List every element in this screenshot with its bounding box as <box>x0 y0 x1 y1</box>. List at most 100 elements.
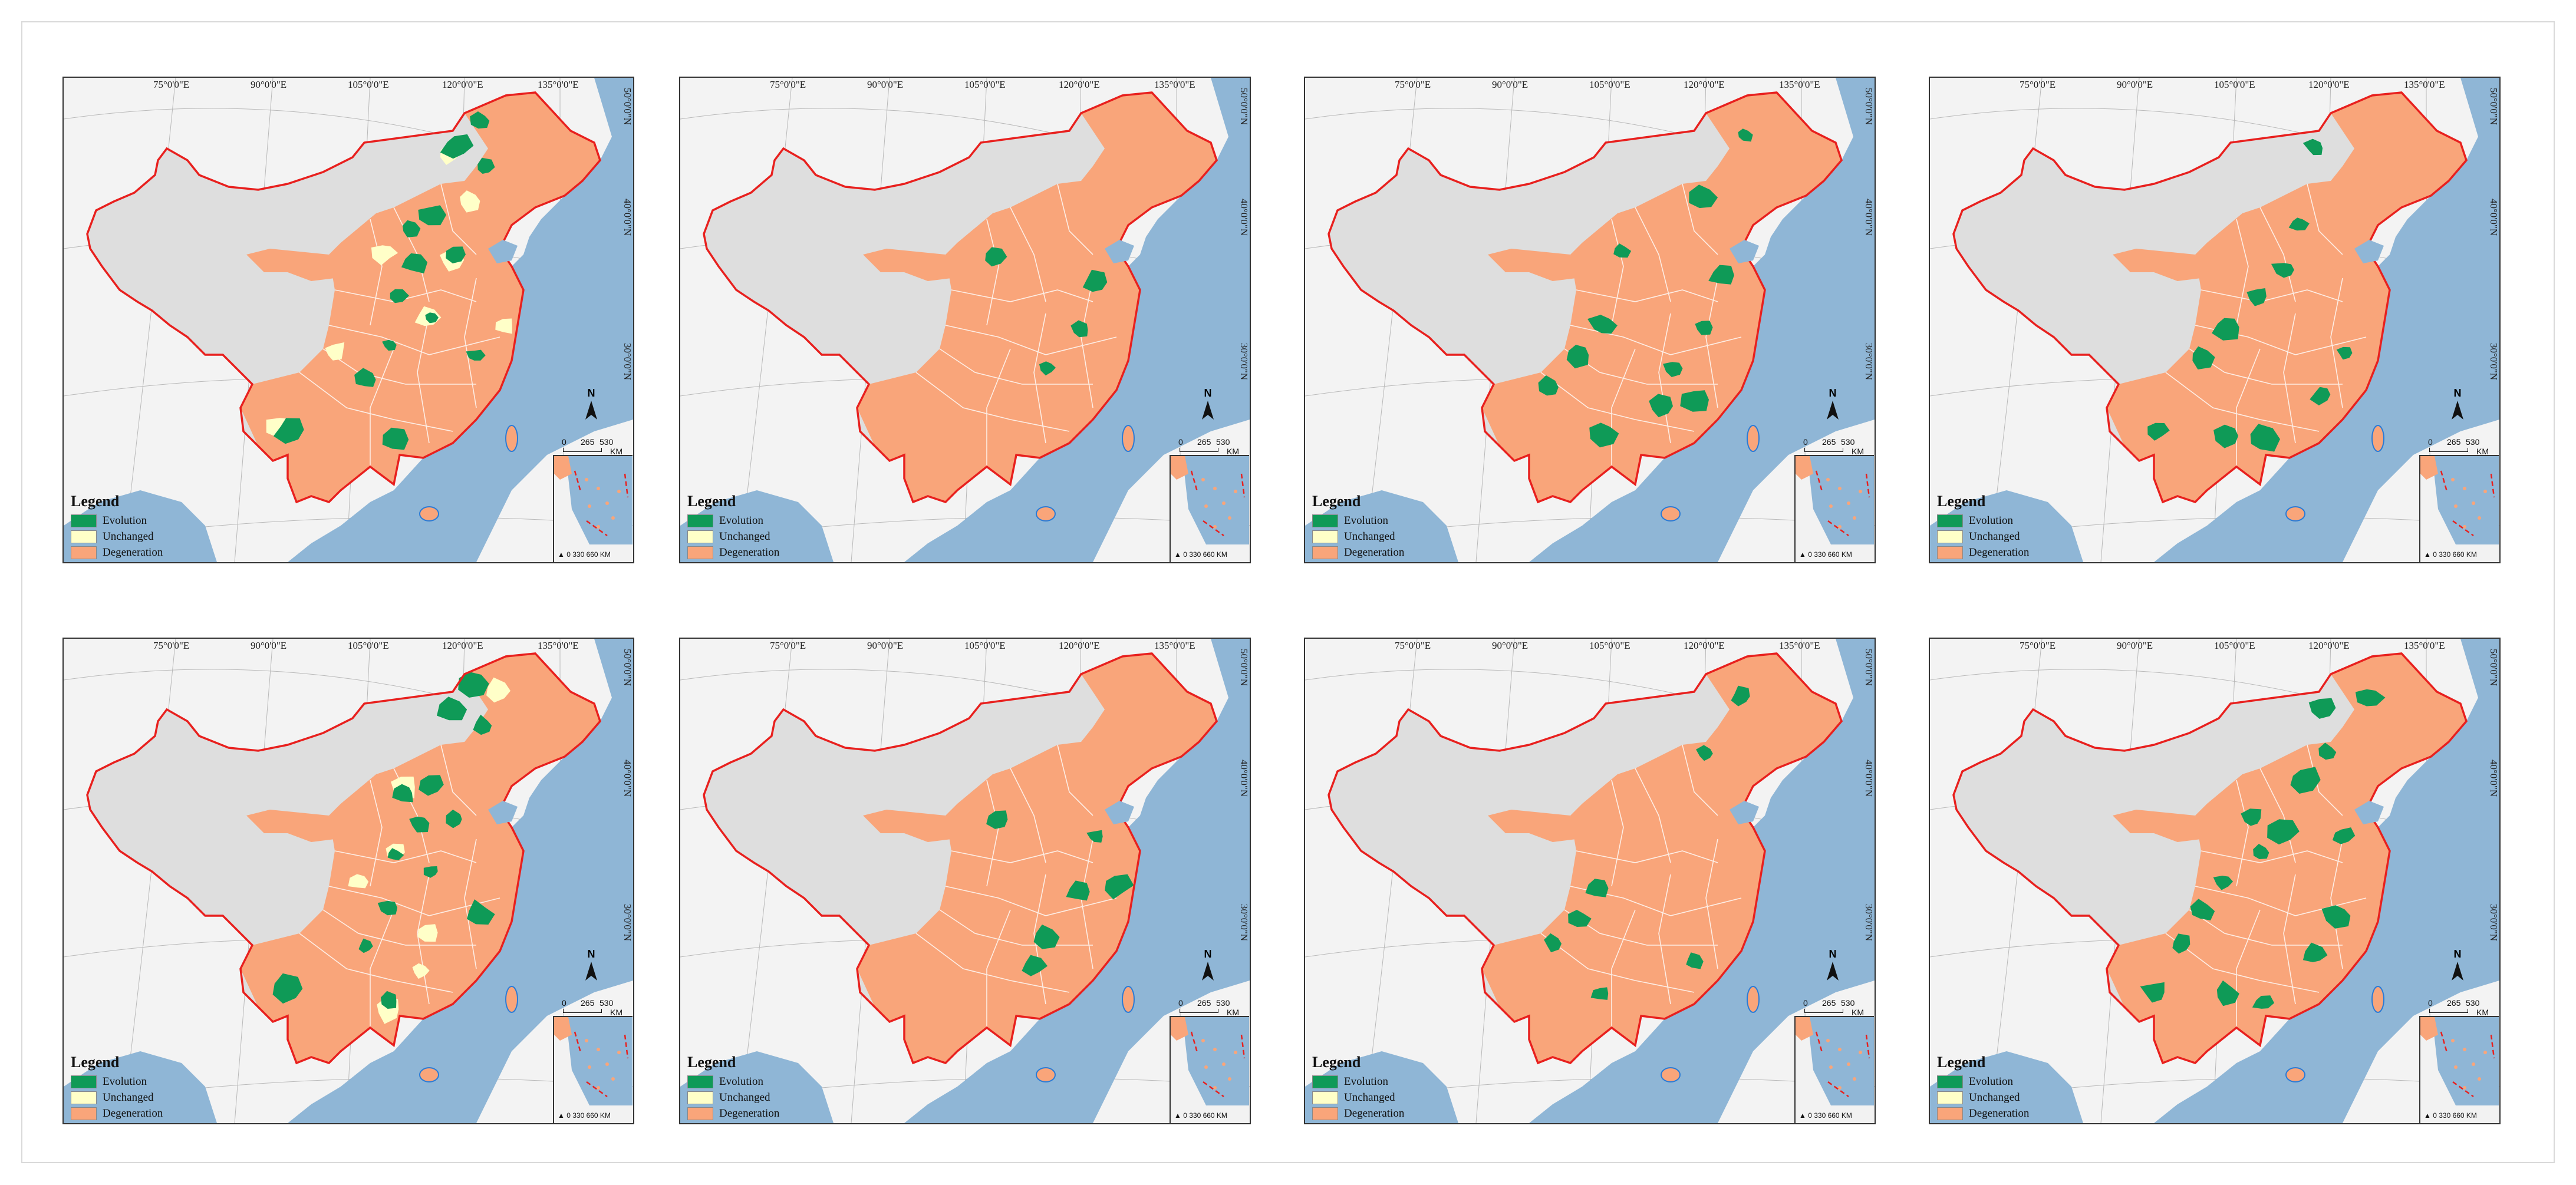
legend-title: Legend <box>687 1054 736 1071</box>
legend-title: Legend <box>1937 1054 1986 1071</box>
unchanged-patch <box>348 874 369 889</box>
longitude-label: 75°0'0"E <box>2020 640 2056 651</box>
province-line <box>945 886 1117 916</box>
evolution-patch <box>446 246 466 263</box>
evolution-patch <box>2172 933 2190 954</box>
evolution-patch <box>392 784 413 803</box>
latitude-label: 30°0'0"N <box>2488 904 2499 942</box>
hainan-island <box>1036 1067 1056 1082</box>
degeneration-lobe <box>863 249 951 281</box>
map-canvas <box>1930 639 2499 1123</box>
province-line <box>1057 183 1093 255</box>
evolution-patch <box>1039 361 1056 376</box>
legend-item: Unchanged <box>1937 529 2055 544</box>
hainan-island <box>419 1067 439 1082</box>
evolution-patch <box>466 349 486 361</box>
province-line <box>986 219 999 326</box>
north-arrow-icon: N <box>2446 387 2469 422</box>
province-line <box>951 850 1093 863</box>
south-china-sea-inset: ▲ 0 330 660 KM <box>1794 1016 1874 1123</box>
province-line <box>417 874 430 1005</box>
hainan-island <box>419 506 439 521</box>
evolution-patch <box>2252 995 2275 1009</box>
sea <box>394 78 633 562</box>
degeneration-region <box>857 653 1217 1063</box>
south-sea <box>2154 490 2260 562</box>
province-line <box>1682 744 1718 816</box>
legend-item: Degeneration <box>687 544 805 560</box>
legend: Legend Evolution Unchanged Degeneration <box>1312 493 1430 560</box>
longitude-label: 120°0'0"E <box>1059 79 1100 90</box>
evolution-patch <box>1708 265 1734 285</box>
legend-item: Degeneration <box>71 1105 189 1121</box>
bay-of-bengal <box>680 1051 834 1123</box>
evolution-patch <box>1066 880 1090 901</box>
longitude-label: 105°0'0"E <box>348 640 389 651</box>
longitude-label: 120°0'0"E <box>2308 79 2350 90</box>
national-border <box>86 652 601 1065</box>
latitude-label: 40°0'0"N <box>2488 760 2499 797</box>
evolution-patch <box>377 900 398 916</box>
sea <box>2260 78 2499 562</box>
evolution-patch <box>1538 375 1559 396</box>
latitude-label: 40°0'0"N <box>2488 199 2499 236</box>
province-line <box>2236 219 2249 326</box>
map-canvas <box>1305 639 1875 1123</box>
taiwan-island <box>1747 986 1760 1013</box>
map-canvas <box>680 78 1250 562</box>
hainan-island <box>1661 506 1681 521</box>
legend-title: Legend <box>71 1054 120 1071</box>
south-sea <box>904 490 1010 562</box>
longitude-label: 75°0'0"E <box>153 79 190 90</box>
evolution-patch <box>2302 942 2328 962</box>
province-boundaries <box>299 744 500 1028</box>
province-line <box>1658 874 1671 1005</box>
evolution-patch <box>2336 346 2353 360</box>
map-panel-2: 75°0'0"E 90°0'0"E 105°0'0"E 120°0'0"E 135°0'… <box>679 77 1251 563</box>
legend-item: Evolution <box>71 1074 189 1090</box>
evolution-patch <box>1613 243 1632 258</box>
province-line <box>2236 780 2249 887</box>
national-border <box>1327 91 1843 504</box>
latitude-label: 40°0'0"N <box>1863 760 1875 797</box>
province-line <box>1081 278 1093 408</box>
evolution-patch <box>382 339 397 351</box>
meridian <box>1363 639 1418 1123</box>
south-sea <box>288 490 394 562</box>
longitude-label: 105°0'0"E <box>2214 640 2255 651</box>
north-arrow-icon: N <box>1821 387 1844 422</box>
north-arrow-icon: N <box>579 387 603 422</box>
north-arrow-icon: N <box>579 948 603 983</box>
national-border <box>1952 91 2468 504</box>
taiwan-island <box>1122 986 1135 1013</box>
bay-of-bengal <box>64 490 217 562</box>
hainan-island <box>2285 506 2305 521</box>
evolution-patch <box>1544 933 1562 953</box>
longitude-label: 120°0'0"E <box>1684 640 1725 651</box>
province-line <box>334 289 477 302</box>
legend-title: Legend <box>1312 493 1361 510</box>
longitude-label: 90°0'0"E <box>251 640 287 651</box>
province-line <box>2330 278 2343 408</box>
scale-bar: 0 265 530 KM <box>2428 998 2489 1017</box>
degeneration-lobe <box>2113 810 2201 842</box>
evolution-patch <box>440 134 474 159</box>
north-arrow-icon: N <box>1196 387 1220 422</box>
bohai-sea <box>1730 240 1759 263</box>
meridian <box>122 78 176 562</box>
evolution-patch <box>2267 819 2300 845</box>
scale-bar: 0 265 530 KM <box>1803 998 1864 1017</box>
province-boundaries <box>2165 744 2367 1028</box>
south-sea <box>2154 1051 2260 1123</box>
degeneration-region <box>2107 93 2466 502</box>
legend-item: Degeneration <box>1937 1105 2055 1121</box>
unchanged-patch <box>371 245 398 266</box>
evolution-patch <box>272 973 303 1004</box>
evolution-patch <box>458 672 489 698</box>
province-line <box>1611 348 1636 467</box>
bohai-sea <box>488 240 518 263</box>
evolution-patch <box>1696 745 1713 761</box>
evolution-patch <box>2253 844 2269 859</box>
legend-item: Evolution <box>687 513 805 529</box>
map-panel-4: 75°0'0"E 90°0'0"E 105°0'0"E 120°0'0"E 135°0'… <box>1929 77 2501 563</box>
